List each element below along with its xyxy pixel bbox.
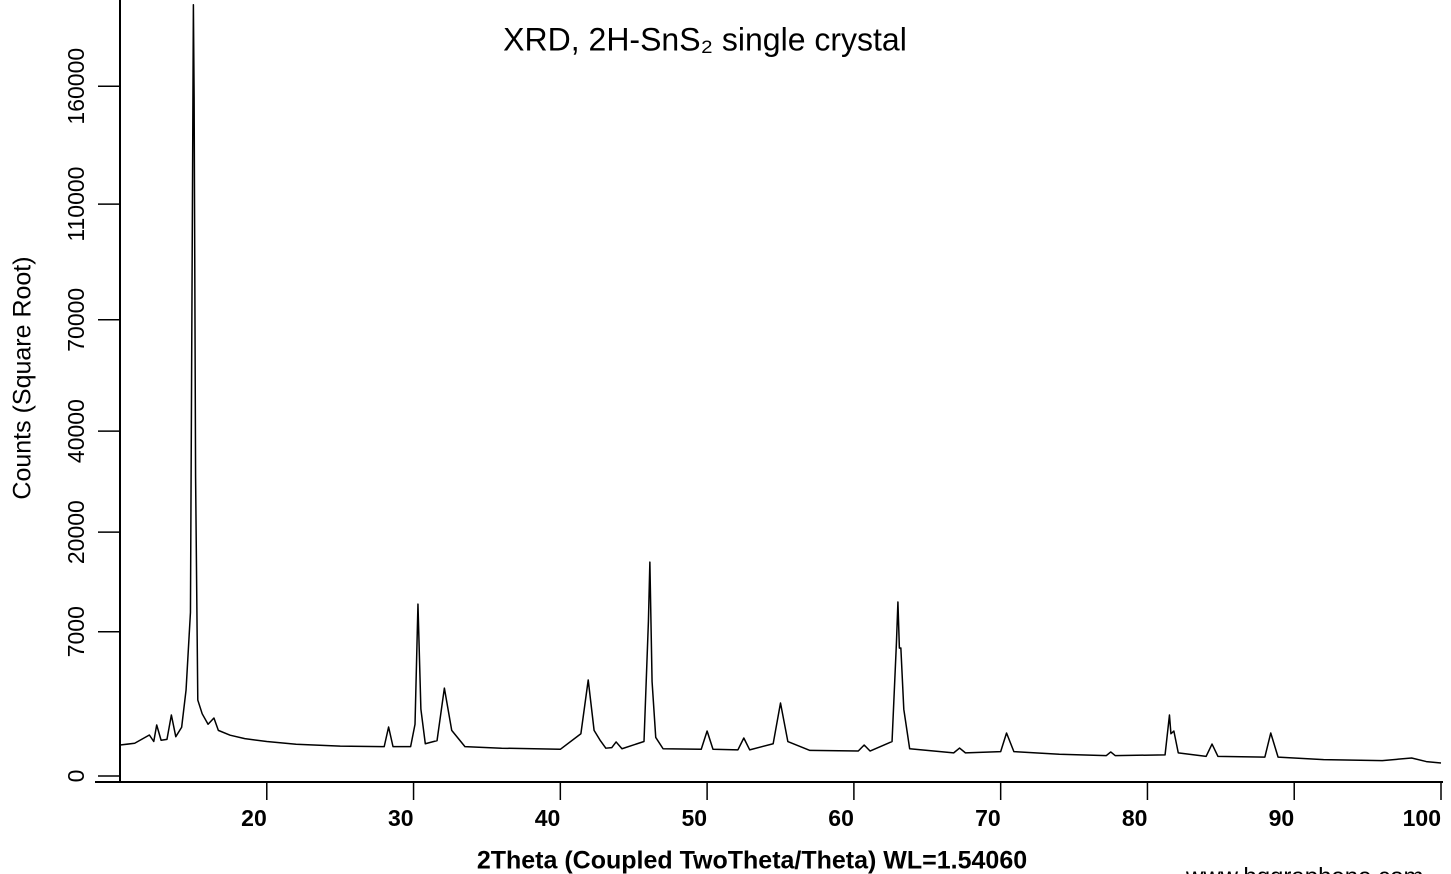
y-tick-label: 40000 (63, 399, 89, 463)
y-tick-label: 7000 (63, 606, 89, 657)
x-tick-label: 40 (535, 805, 561, 831)
data-line (120, 4, 1442, 764)
x-tick-label: 100 (1403, 805, 1441, 831)
chart-title: XRD, 2H-SnS₂ single crystal (503, 21, 907, 57)
plot-area (120, 4, 1442, 764)
y-tick-label: 70000 (63, 288, 89, 352)
y-tick-label: 110000 (63, 167, 89, 242)
x-tick-label: 70 (975, 805, 1001, 831)
x-tick-label: 60 (828, 805, 854, 831)
y-axis-label: Counts (Square Root) (9, 256, 37, 499)
x-tick-label: 80 (1122, 805, 1148, 831)
x-tick-label: 50 (682, 805, 708, 831)
y-tick-label: 0 (63, 770, 89, 783)
y-tick-label: 20000 (63, 500, 89, 564)
x-tick-label: 20 (241, 805, 267, 831)
x-tick-label: 30 (388, 805, 414, 831)
x-tick-label: 90 (1269, 805, 1295, 831)
x-axis-label: 2Theta (Coupled TwoTheta/Theta) WL=1.540… (477, 847, 1027, 874)
watermark: www.hqgraphene.com (1185, 863, 1423, 874)
y-tick-label: 160000 (63, 48, 89, 125)
